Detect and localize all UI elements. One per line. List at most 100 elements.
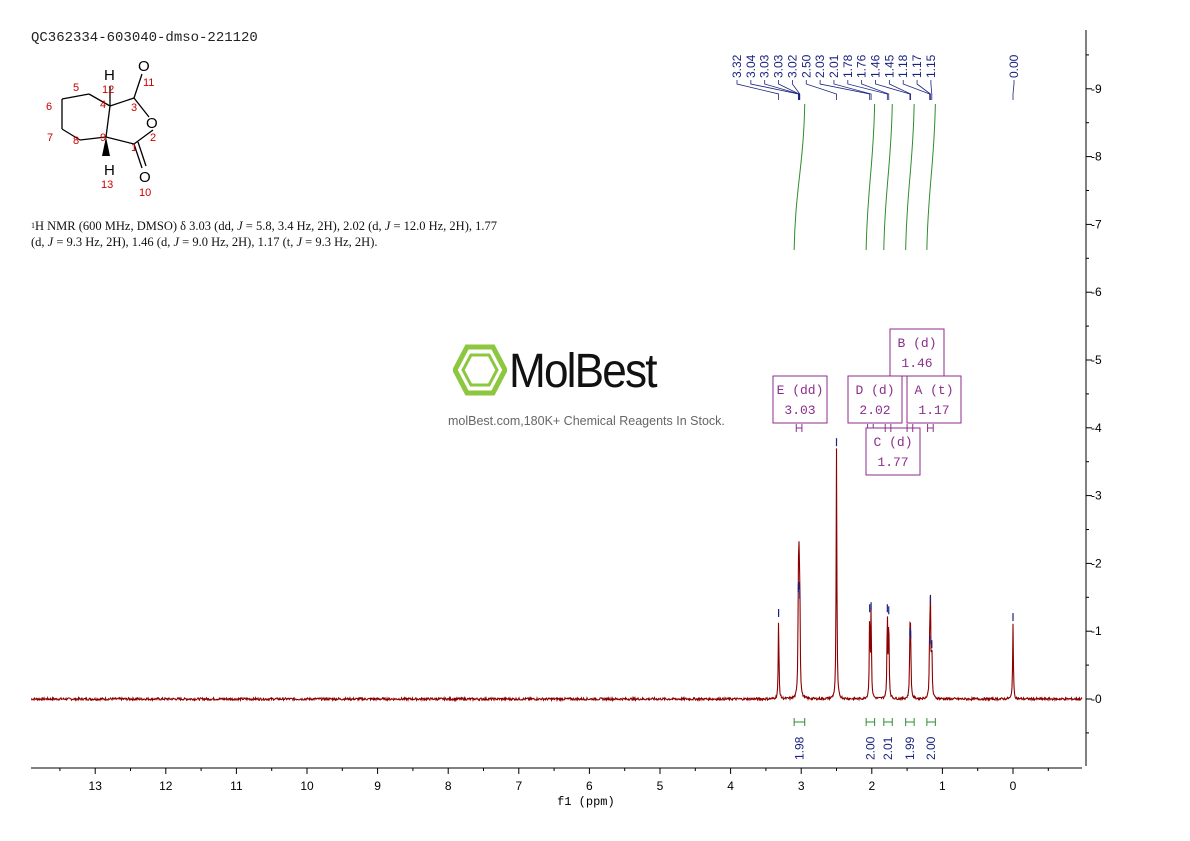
x-tick-label: 13 bbox=[89, 779, 103, 793]
peak-labels: 3.32 3.04 3.03 3.03 3.02 2.50 2.03 2.01 1.78 1.76… bbox=[730, 54, 1021, 100]
multiplet-shift: 1.17 bbox=[918, 403, 949, 418]
x-axis-label: f1 (ppm) bbox=[557, 795, 615, 809]
multiplet-name: B (d) bbox=[897, 336, 936, 351]
peak-label: 3.04 bbox=[744, 54, 758, 78]
y-tick-label: -3 bbox=[1091, 489, 1102, 503]
atom-num-4: 4 bbox=[100, 99, 106, 111]
integral-values: 1.98 2.00 2.01 1.99 2.00 bbox=[792, 718, 938, 760]
structure-bonds bbox=[61, 73, 154, 169]
x-tick-label: 3 bbox=[798, 779, 805, 793]
nmr-text-part: = 9.3 Hz, 2H). bbox=[302, 235, 378, 249]
y-tick-label: -1 bbox=[1091, 624, 1102, 638]
nmr-text-part: = 9.0 Hz, 2H), 1.17 (t, bbox=[179, 235, 297, 249]
peak-label-connector bbox=[916, 80, 931, 100]
x-tick-label: 0 bbox=[1010, 779, 1017, 793]
peak-label: 1.18 bbox=[896, 54, 910, 78]
peak-markers bbox=[778, 438, 1014, 649]
atom-num-7: 7 bbox=[47, 132, 53, 144]
atom-H12: H bbox=[104, 67, 115, 84]
x-tick-label: 7 bbox=[515, 779, 522, 793]
multiplet-name: D (d) bbox=[855, 383, 894, 398]
y-tick-label: -8 bbox=[1091, 150, 1102, 164]
integral-value: 2.01 bbox=[881, 736, 895, 760]
nmr-text-part: J bbox=[47, 235, 54, 249]
x-tick-label: 10 bbox=[300, 779, 314, 793]
y-tick-label: -0 bbox=[1091, 692, 1102, 706]
peak-label-connector bbox=[736, 80, 780, 100]
integral-curve bbox=[883, 103, 893, 251]
nmr-description: 1H NMR (600 MHz, DMSO) δ 3.03 (dd, J = 5… bbox=[31, 218, 611, 250]
hexagon-logo-icon bbox=[453, 344, 507, 396]
peak-label-connector bbox=[778, 80, 800, 100]
peak-label: 2.03 bbox=[813, 54, 827, 78]
nmr-text-part: J bbox=[296, 235, 303, 249]
multiplet-shift: 2.02 bbox=[859, 403, 890, 418]
wedge-bond bbox=[102, 137, 110, 156]
x-tick-label: 11 bbox=[230, 779, 243, 793]
peak-label-connector bbox=[930, 80, 933, 100]
peak-label: 1.46 bbox=[869, 54, 883, 78]
nmr-text-part: J bbox=[384, 219, 391, 233]
atom-num-9: 9 bbox=[100, 132, 106, 144]
nucleus-superscript: 1 bbox=[31, 221, 35, 230]
integral-value: 1.98 bbox=[792, 736, 806, 760]
x-tick-label: 4 bbox=[727, 779, 734, 793]
peak-label-connector bbox=[750, 80, 799, 100]
nmr-text-part: (d, bbox=[31, 235, 48, 249]
multiplet-boxes: E (dd) 3.03 D (d) 2.02 C (d) 1.77 B (d) 1.46 A (… bbox=[772, 328, 962, 476]
molbest-logo: MolBest bbox=[453, 342, 668, 398]
atom-num-2: 2 bbox=[150, 132, 156, 144]
atom-num-6: 6 bbox=[46, 101, 52, 113]
y-tick-label: -5 bbox=[1091, 353, 1102, 367]
y-tick-label: -4 bbox=[1091, 421, 1102, 435]
peak-label-connector bbox=[888, 80, 912, 100]
integral-curve bbox=[905, 103, 915, 251]
logo-wordmark: MolBest bbox=[509, 345, 657, 398]
atom-num-3: 3 bbox=[131, 102, 137, 114]
atom-num-8: 8 bbox=[73, 135, 79, 147]
x-tick-label: 8 bbox=[445, 779, 452, 793]
nmr-text-part: = 5.8, 3.4 Hz, 2H), 2.02 (d, bbox=[242, 219, 385, 233]
multiplet-shift: 1.46 bbox=[901, 356, 932, 371]
peak-label-connector bbox=[902, 80, 931, 100]
x-tick-label: 2 bbox=[868, 779, 875, 793]
axes: 13 12 11 10 9 8 7 6 5 4 3 2 1 0f1 (ppm)-0-1-2-3-4-5-6… bbox=[31, 30, 1102, 809]
multiplet-box bbox=[865, 427, 921, 476]
x-tick-label: 12 bbox=[159, 779, 173, 793]
y-tick-label: -6 bbox=[1091, 285, 1102, 299]
atom-O10: O bbox=[139, 169, 151, 186]
peak-label: 1.15 bbox=[924, 54, 938, 78]
peak-label: 1.17 bbox=[910, 54, 924, 78]
multiplet-box bbox=[906, 375, 962, 424]
multiplet-shift: 3.03 bbox=[784, 403, 815, 418]
peak-label-connector bbox=[805, 80, 837, 100]
atom-H13: H bbox=[104, 162, 115, 179]
peak-label: 3.03 bbox=[758, 54, 772, 78]
peak-label-connector bbox=[833, 80, 872, 100]
peak-label: 0.00 bbox=[1007, 54, 1021, 78]
nmr-text-part: = 12.0 Hz, 2H), 1.77 bbox=[390, 219, 498, 233]
atom-num-5: 5 bbox=[73, 82, 79, 94]
atom-O11: O bbox=[138, 58, 150, 75]
multiplet-box bbox=[847, 375, 903, 424]
peak-label: 3.02 bbox=[785, 54, 799, 78]
multiplet-name: E (dd) bbox=[777, 383, 824, 398]
integral-curve bbox=[865, 103, 876, 251]
integral-curves bbox=[793, 103, 936, 251]
integral-value: 1.99 bbox=[903, 736, 917, 760]
x-tick-label: 1 bbox=[939, 779, 946, 793]
atom-num-11: 11 bbox=[143, 77, 154, 89]
multiplet-box bbox=[772, 375, 828, 424]
integral-curve bbox=[926, 103, 936, 251]
peak-label: 1.78 bbox=[841, 54, 855, 78]
x-tick-label: 5 bbox=[657, 779, 664, 793]
peak-label-connector bbox=[764, 80, 800, 100]
integral-value: 2.00 bbox=[924, 736, 938, 760]
peak-label-connector bbox=[819, 80, 871, 100]
nmr-text-part: J bbox=[237, 219, 243, 233]
multiplet-shift: 1.77 bbox=[877, 455, 908, 470]
atom-num-13: 13 bbox=[101, 179, 113, 191]
chemical-structure: H O O H O 12 11 5 4 3 6 2 7 9 1 8 13 10 bbox=[46, 58, 158, 198]
multiplet-box bbox=[889, 328, 945, 377]
integral-value: 2.00 bbox=[863, 736, 877, 760]
